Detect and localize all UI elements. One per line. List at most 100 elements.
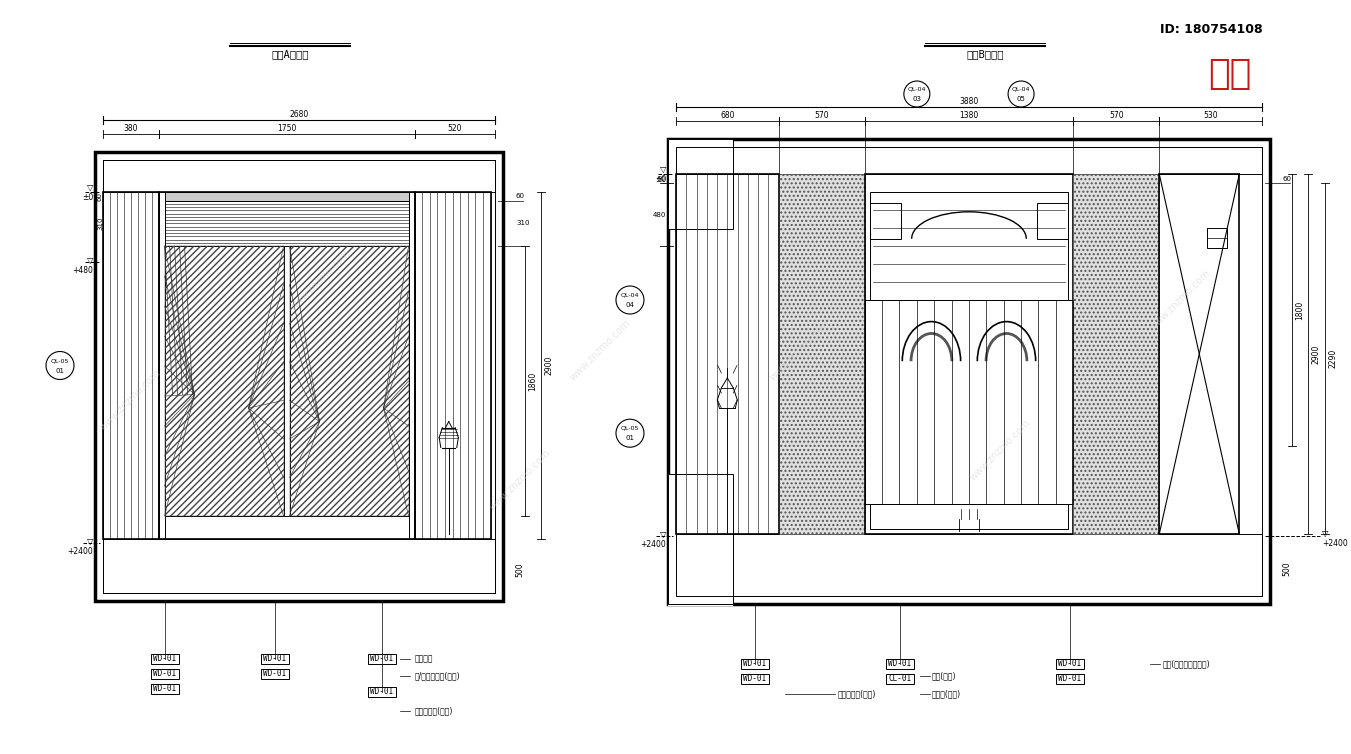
Text: QL-05: QL-05	[51, 358, 69, 363]
Text: 03: 03	[912, 96, 921, 102]
Text: www.znzmo.com: www.znzmo.com	[567, 317, 632, 382]
Bar	[870, 192, 1069, 300]
Bar	[865, 300, 1073, 504]
Text: QL-04: QL-04	[1012, 87, 1031, 91]
Text: WD-01: WD-01	[263, 670, 286, 679]
Text: WD-01: WD-01	[154, 670, 177, 679]
Text: www.znzmo.com: www.znzmo.com	[488, 448, 553, 512]
Bar	[667, 474, 734, 604]
Bar	[165, 246, 284, 516]
Bar	[289, 246, 408, 516]
Bar	[165, 192, 408, 201]
Text: 680: 680	[720, 111, 735, 119]
Text: 500: 500	[515, 562, 524, 578]
Text: +2400: +2400	[68, 547, 93, 556]
Bar	[667, 139, 734, 229]
Text: ▽: ▽	[86, 537, 93, 546]
Text: 530: 530	[1204, 111, 1217, 119]
Bar	[261, 654, 289, 664]
Bar	[870, 504, 1069, 529]
Bar	[870, 203, 901, 239]
Bar	[667, 139, 734, 229]
Text: 1380: 1380	[959, 111, 978, 119]
Text: 60: 60	[657, 176, 666, 182]
Text: WD-01: WD-01	[1058, 675, 1082, 683]
Bar	[1208, 228, 1227, 248]
Text: 木板(由壁装公司设计): 木板(由壁装公司设计)	[1163, 660, 1210, 669]
Text: 480: 480	[653, 212, 666, 218]
Text: www.znzmo.com: www.znzmo.com	[288, 248, 353, 312]
Text: 艺术垂帘灯(成品): 艺术垂帘灯(成品)	[415, 706, 454, 716]
Text: 2680: 2680	[289, 109, 308, 118]
Text: 520: 520	[447, 124, 462, 133]
Text: 知末: 知末	[1208, 57, 1251, 91]
Bar	[103, 539, 494, 593]
Text: 570: 570	[815, 111, 830, 119]
Bar	[165, 516, 408, 539]
Text: WD-01: WD-01	[743, 660, 766, 669]
Text: QL-04: QL-04	[620, 293, 639, 298]
Text: ▽: ▽	[86, 256, 93, 265]
Text: ±0: ±0	[82, 192, 93, 201]
Bar	[1056, 659, 1084, 669]
Text: WD-01: WD-01	[743, 675, 766, 683]
Text: 1750: 1750	[277, 124, 296, 133]
Bar	[367, 687, 396, 697]
Text: 2290: 2290	[1328, 349, 1337, 368]
Text: ▽: ▽	[659, 164, 666, 173]
Text: www.znzmo.com: www.znzmo.com	[97, 368, 162, 432]
Bar	[367, 654, 396, 664]
Text: 01: 01	[626, 435, 635, 441]
Text: 次卧B立面图: 次卧B立面图	[966, 49, 1004, 59]
Text: ±0: ±0	[655, 174, 666, 183]
Bar	[151, 654, 178, 664]
Bar	[95, 152, 503, 601]
Text: 床/床头柜组合(成品): 床/床头柜组合(成品)	[415, 672, 461, 681]
Text: +480: +480	[72, 265, 93, 274]
Bar	[415, 192, 490, 539]
Bar	[676, 147, 1262, 174]
Text: 次卧A立面图: 次卧A立面图	[272, 49, 309, 59]
Bar	[676, 174, 778, 534]
Text: WD-01: WD-01	[154, 685, 177, 694]
Text: www.znzmo.com: www.znzmo.com	[767, 317, 832, 382]
Text: ▽: ▽	[1323, 529, 1328, 538]
Text: WD-01: WD-01	[154, 654, 177, 664]
Text: 2900: 2900	[1312, 345, 1320, 363]
Text: 床铺(成品): 床铺(成品)	[932, 672, 957, 681]
Text: ▽: ▽	[86, 182, 93, 192]
Text: www.znzmo.com: www.znzmo.com	[967, 418, 1032, 483]
Text: 2900: 2900	[544, 356, 554, 375]
Text: 原漆机窗: 原漆机窗	[415, 654, 434, 664]
Bar	[676, 534, 1262, 596]
Text: 04: 04	[626, 302, 635, 308]
Bar	[158, 192, 415, 539]
Text: QL-05: QL-05	[621, 426, 639, 431]
Bar	[165, 201, 408, 246]
Bar	[667, 474, 734, 606]
Bar	[261, 669, 289, 679]
Bar	[165, 246, 284, 516]
Text: 500: 500	[1282, 562, 1292, 576]
Text: www.znzmo.com: www.znzmo.com	[1147, 268, 1212, 333]
Text: 570: 570	[1109, 111, 1124, 119]
Bar	[676, 147, 1262, 596]
Text: 艺术垂帘灯(成品): 艺术垂帘灯(成品)	[838, 689, 877, 698]
Bar	[151, 669, 178, 679]
Text: WD-01: WD-01	[370, 654, 393, 664]
Text: 60: 60	[1283, 176, 1292, 182]
Bar	[740, 659, 769, 669]
Text: 装饰画(成品): 装饰画(成品)	[932, 689, 961, 698]
Bar	[667, 139, 1270, 604]
Bar	[886, 674, 915, 684]
Text: +2400: +2400	[640, 540, 666, 549]
Text: 380: 380	[123, 124, 138, 133]
Text: 3880: 3880	[959, 97, 978, 106]
Text: 310: 310	[97, 216, 103, 230]
Text: WD-01: WD-01	[1058, 660, 1082, 669]
Bar	[1038, 203, 1069, 239]
Text: 60: 60	[516, 193, 526, 199]
Bar	[151, 684, 178, 694]
Bar	[1159, 174, 1239, 534]
Bar	[1073, 174, 1159, 534]
